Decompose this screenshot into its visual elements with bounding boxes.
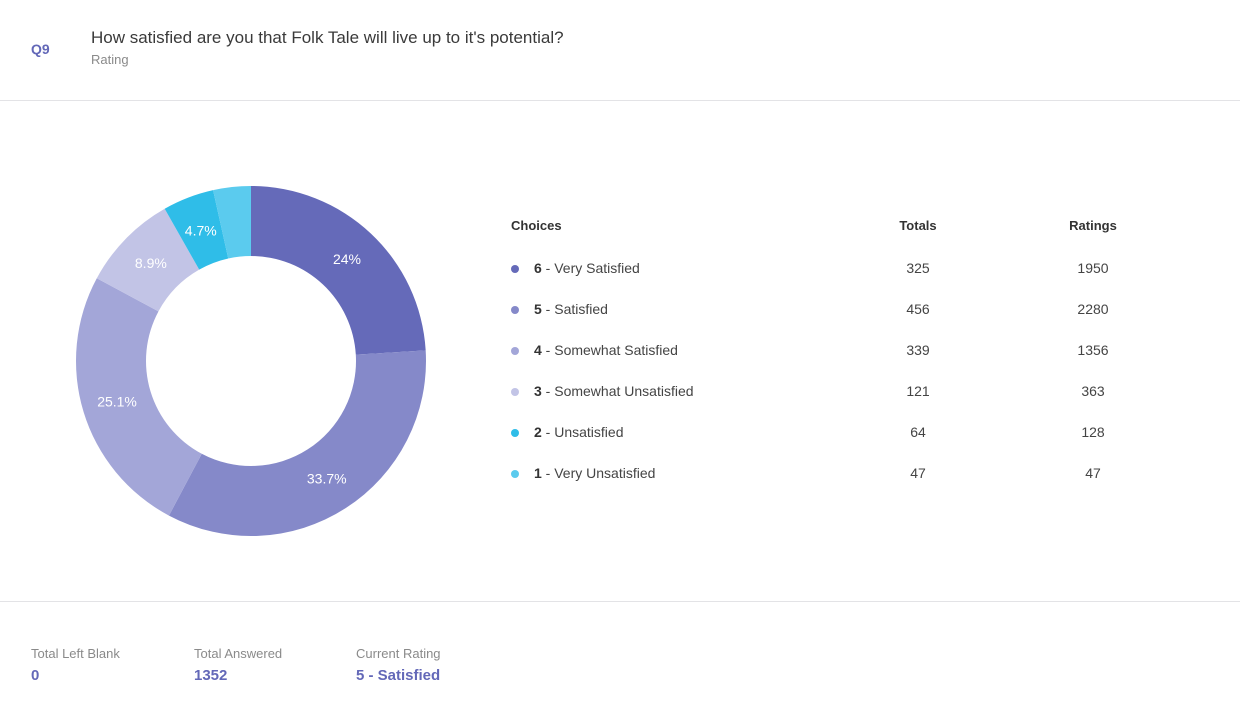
donut-slice <box>251 186 426 355</box>
stat-total-answered: Total Answered 1352 <box>194 646 282 684</box>
total-value: 64 <box>910 424 926 440</box>
legend-dot <box>511 347 519 355</box>
question-number: Q9 <box>31 41 50 57</box>
table-row: 4 - Somewhat Satisfied 339 1356 <box>511 341 1171 361</box>
table-row: 3 - Somewhat Unsatisfied 121 363 <box>511 382 1171 402</box>
rating-value: 128 <box>1081 424 1105 440</box>
legend-dot <box>511 429 519 437</box>
header-ratings: Ratings <box>1069 218 1117 233</box>
choice-label: 1 - Very Unsatisfied <box>534 465 656 481</box>
slice-label: 8.9% <box>135 255 167 271</box>
table-row: 2 - Unsatisfied 64 128 <box>511 423 1171 443</box>
donut-chart: 24% 33.7% 25.1% 8.9% 4.7% <box>75 186 426 536</box>
total-value: 121 <box>906 383 930 399</box>
stat-left-blank: Total Left Blank 0 <box>31 646 120 684</box>
stat-current-rating: Current Rating 5 - Satisfied <box>356 646 441 684</box>
total-value: 456 <box>906 301 930 317</box>
stat-value: 1352 <box>194 667 228 684</box>
donut-slice <box>75 278 202 516</box>
table-row: 1 - Very Unsatisfied 47 47 <box>511 464 1171 484</box>
table-row: 6 - Very Satisfied 325 1950 <box>511 259 1171 279</box>
slice-label: 4.7% <box>185 222 217 238</box>
question-header: Q9 How satisfied are you that Folk Tale … <box>0 0 1240 101</box>
total-value: 47 <box>910 465 926 481</box>
donut-slice <box>213 186 251 259</box>
table-row: 5 - Satisfied 456 2280 <box>511 300 1171 320</box>
rating-value: 1950 <box>1077 260 1109 276</box>
choice-label: 6 - Very Satisfied <box>534 260 640 276</box>
rating-value: 2280 <box>1077 301 1109 317</box>
legend-dot <box>511 265 519 273</box>
total-value: 339 <box>906 342 930 358</box>
total-value: 325 <box>906 260 930 276</box>
summary-footer: Total Left Blank 0 Total Answered 1352 C… <box>0 601 1240 728</box>
donut-slice <box>164 190 229 270</box>
question-type: Rating <box>91 52 129 67</box>
rating-value: 1356 <box>1077 342 1109 358</box>
choice-label: 3 - Somewhat Unsatisfied <box>534 383 694 399</box>
stat-label: Total Answered <box>194 646 283 661</box>
rating-value: 47 <box>1085 465 1101 481</box>
legend-dot <box>511 306 519 314</box>
slice-label: 24% <box>333 251 361 267</box>
choice-label: 5 - Satisfied <box>534 301 608 317</box>
header-choices: Choices <box>511 218 562 233</box>
stat-label: Current Rating <box>356 646 441 661</box>
legend-dot <box>511 388 519 396</box>
choice-label: 4 - Somewhat Satisfied <box>534 342 678 358</box>
stat-value: 0 <box>31 667 40 684</box>
legend-dot <box>511 470 519 478</box>
donut-slice <box>168 350 426 536</box>
slice-label: 33.7% <box>307 471 347 487</box>
rating-value: 363 <box>1081 383 1105 399</box>
stat-value: 5 - Satisfied <box>356 667 441 684</box>
stat-label: Total Left Blank <box>31 646 120 661</box>
question-title: How satisfied are you that Folk Tale wil… <box>91 28 564 47</box>
header-totals: Totals <box>899 218 937 233</box>
choice-label: 2 - Unsatisfied <box>534 424 624 440</box>
donut-slice <box>96 208 200 312</box>
slice-label: 25.1% <box>97 394 137 410</box>
